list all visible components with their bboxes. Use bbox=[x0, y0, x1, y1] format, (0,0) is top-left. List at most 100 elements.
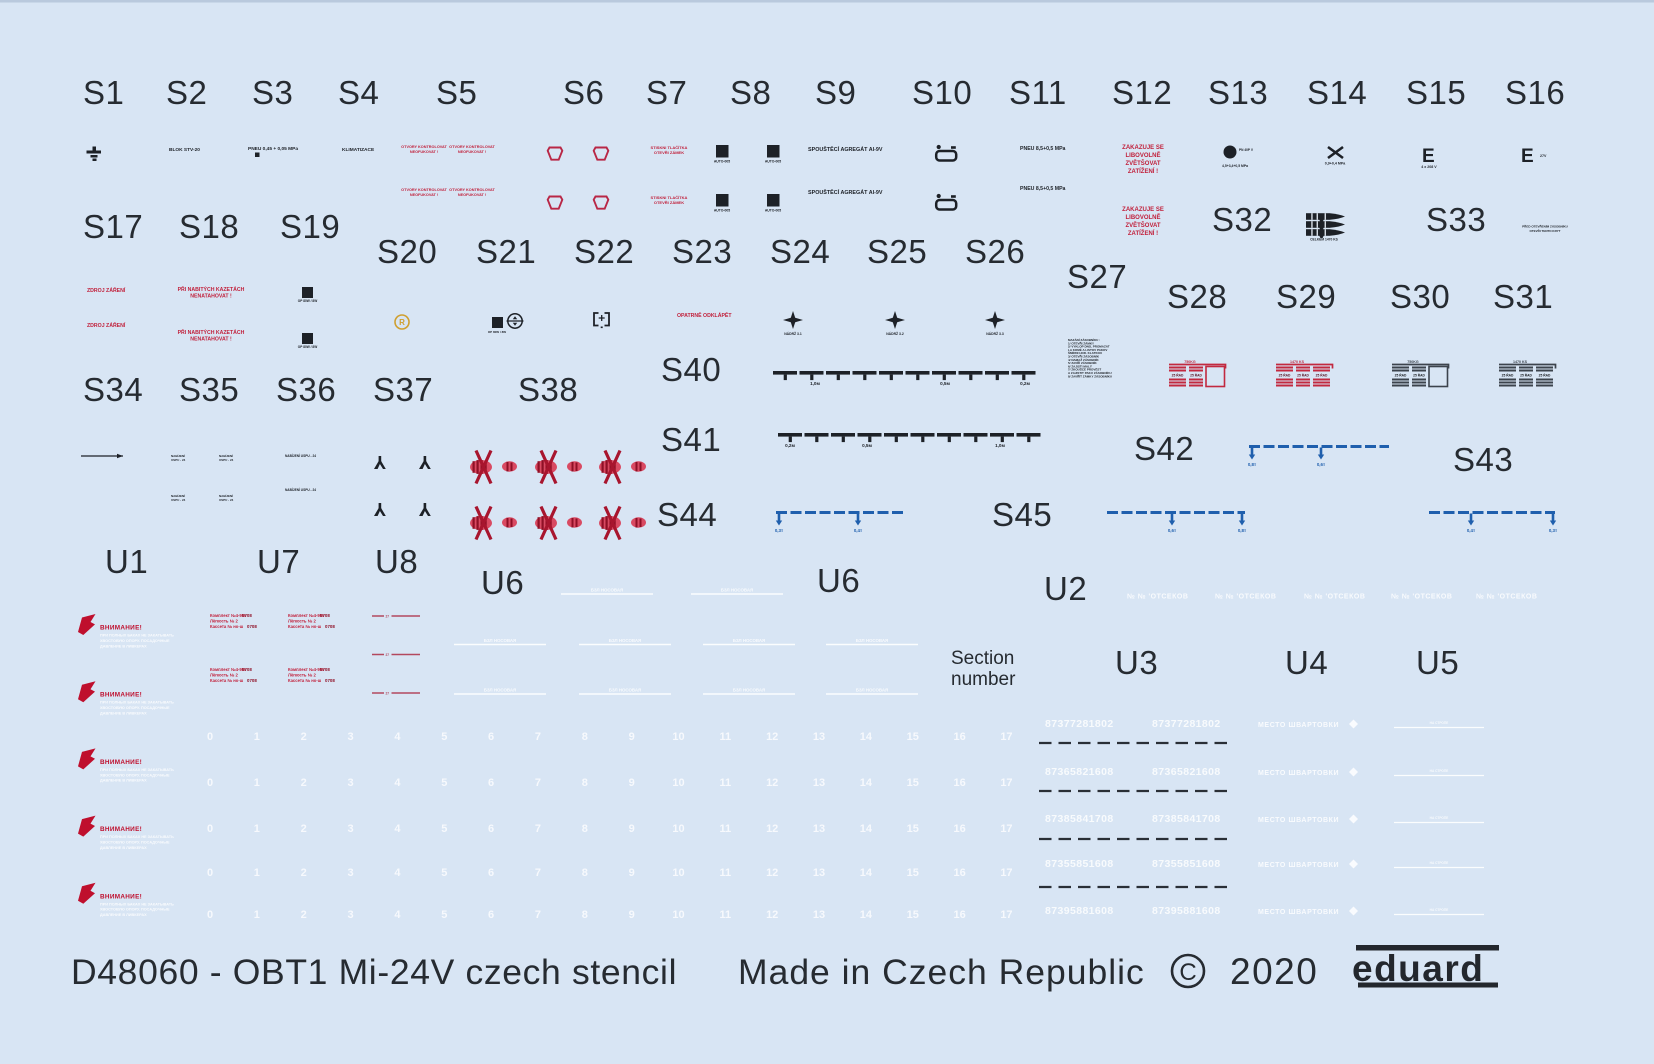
svg-text:16: 16 bbox=[953, 731, 965, 743]
svg-text:LIBOVOLNĚ: LIBOVOLNĚ bbox=[1125, 213, 1160, 221]
svg-text:S42: S42 bbox=[1134, 430, 1194, 467]
svg-text:2: 2 bbox=[301, 867, 307, 879]
svg-text:87365821608: 87365821608 bbox=[1152, 766, 1221, 778]
svg-text:6: 6 bbox=[488, 731, 494, 743]
svg-text:4: 4 bbox=[394, 731, 401, 743]
svg-text:ВНИМАНИЕ!: ВНИМАНИЕ! bbox=[100, 893, 142, 900]
svg-text:D48060 - OBT1 Mi-24V czech st: D48060 - OBT1 Mi-24V czech stencil bbox=[71, 952, 677, 992]
svg-text:0,6т: 0,6т bbox=[1317, 462, 1326, 467]
svg-text:1/ OTEVŘI ZÁMKY: 1/ OTEVŘI ZÁMKY bbox=[1068, 340, 1094, 345]
svg-text:9: 9 bbox=[629, 731, 635, 743]
svg-text:OP 80W / 8W: OP 80W / 8W bbox=[488, 330, 506, 334]
svg-text:Кассета № но-ш: Кассета № но-ш bbox=[288, 624, 322, 629]
svg-text:S1: S1 bbox=[83, 74, 124, 111]
svg-text:C: C bbox=[1179, 959, 1196, 986]
svg-text:4/ NAMAŽ ZÁSOBNÍK: 4/ NAMAŽ ZÁSOBNÍK bbox=[1068, 357, 1100, 362]
svg-text:25 ŘAD: 25 ŘAD bbox=[1539, 373, 1551, 378]
svg-text:S26: S26 bbox=[965, 233, 1025, 270]
svg-text:12: 12 bbox=[766, 823, 778, 835]
svg-text:NÁDRŽ 3.2: NÁDRŽ 3.2 bbox=[886, 331, 904, 336]
svg-text:S24: S24 bbox=[770, 233, 830, 270]
svg-text:НА СТРОПЕ: НА СТРОПЕ bbox=[1430, 721, 1449, 725]
svg-text:PNEU 8,5+0,5 MPa: PNEU 8,5+0,5 MPa bbox=[1020, 146, 1066, 152]
svg-text:Made in Czech Republic: Made in Czech Republic bbox=[738, 952, 1145, 992]
svg-text:number: number bbox=[951, 669, 1016, 690]
svg-text:0: 0 bbox=[207, 909, 213, 921]
svg-text:87395881608: 87395881608 bbox=[1152, 905, 1221, 917]
svg-text:ZAKAZUJE SE: ZAKAZUJE SE bbox=[1122, 145, 1164, 151]
svg-text:S15: S15 bbox=[1406, 74, 1466, 111]
svg-text:4,5+3,4+0,5 MPa: 4,5+3,4+0,5 MPa bbox=[1222, 164, 1248, 168]
svg-text:14: 14 bbox=[860, 823, 873, 835]
svg-text:9: 9 bbox=[629, 909, 635, 921]
svg-text:ZVĚTŠOVAT: ZVĚTŠOVAT bbox=[1125, 159, 1160, 167]
svg-text:8: 8 bbox=[582, 823, 588, 835]
svg-text:25 ŘAD: 25 ŘAD bbox=[1395, 373, 1407, 378]
svg-text:13: 13 bbox=[813, 731, 825, 743]
svg-text:МЕСТО ШВАРТОВКИ: МЕСТО ШВАРТОВКИ bbox=[1258, 817, 1339, 824]
svg-text:БЗЛ НОСОВАЯ: БЗЛ НОСОВАЯ bbox=[856, 688, 888, 693]
svg-text:S32: S32 bbox=[1212, 201, 1272, 238]
svg-text:0708: 0708 bbox=[247, 624, 257, 629]
svg-text:5: 5 bbox=[441, 777, 447, 789]
svg-text:NABÍJENÍ: NABÍJENÍ bbox=[219, 453, 233, 458]
svg-text:OTVORY KONTROLOVAT: OTVORY KONTROLOVAT bbox=[449, 145, 495, 149]
svg-text:3/ OTEVŘI ZÁSOBNÍK: 3/ OTEVŘI ZÁSOBNÍK bbox=[1068, 354, 1100, 359]
svg-text:11: 11 bbox=[720, 777, 732, 789]
svg-text:ВНИМАНИЕ!: ВНИМАНИЕ! bbox=[100, 826, 142, 833]
svg-text:БЗЛ НОСОВАЯ: БЗЛ НОСОВАЯ bbox=[591, 588, 623, 593]
svg-text:0,4т: 0,4т bbox=[854, 528, 863, 533]
svg-text:14: 14 bbox=[860, 909, 873, 921]
svg-text:11: 11 bbox=[720, 731, 732, 743]
svg-text:Комплект №4-955: Комплект №4-955 bbox=[210, 667, 247, 672]
svg-text:3: 3 bbox=[347, 823, 353, 835]
svg-text:USPU - 24: USPU - 24 bbox=[171, 458, 186, 462]
svg-text:БЗЛ НОСОВАЯ: БЗЛ НОСОВАЯ bbox=[733, 688, 765, 693]
svg-text:1: 1 bbox=[254, 823, 260, 835]
svg-text:4: 4 bbox=[394, 909, 401, 921]
svg-text:ПРИ ПОЛНЫХ БАКАХ НЕ ЗАКАТЫВАТЬ: ПРИ ПОЛНЫХ БАКАХ НЕ ЗАКАТЫВАТЬ bbox=[100, 835, 174, 839]
svg-text:NENATAHOVAT !: NENATAHOVAT ! bbox=[190, 337, 232, 343]
svg-text:S5: S5 bbox=[436, 74, 477, 111]
svg-text:БЗЛ НОСОВАЯ: БЗЛ НОСОВАЯ bbox=[856, 638, 888, 643]
svg-text:8: 8 bbox=[582, 731, 588, 743]
svg-text:PŘI NABITÝCH KAZETÁCH: PŘI NABITÝCH KAZETÁCH bbox=[178, 328, 245, 336]
svg-text:87377281802: 87377281802 bbox=[1045, 718, 1114, 730]
svg-text:PŘED OTEVŘENÍM ZÁSOBNÍKU: PŘED OTEVŘENÍM ZÁSOBNÍKU bbox=[1522, 224, 1568, 229]
svg-text:1: 1 bbox=[254, 909, 260, 921]
svg-text:ПРИ ПОЛНЫХ БАКАХ НЕ ЗАКАТЫВАТЬ: ПРИ ПОЛНЫХ БАКАХ НЕ ЗАКАТЫВАТЬ bbox=[100, 768, 174, 772]
svg-text:15: 15 bbox=[907, 823, 919, 835]
svg-text:0,4т: 0,4т bbox=[1467, 528, 1476, 533]
svg-text:NABÍJENÍ: NABÍJENÍ bbox=[219, 493, 233, 498]
svg-text:ZVĚTŠOVAT: ZVĚTŠOVAT bbox=[1125, 221, 1160, 229]
svg-text:7: 7 bbox=[535, 823, 541, 835]
svg-text:6: 6 bbox=[488, 777, 494, 789]
svg-text:3: 3 bbox=[347, 731, 353, 743]
svg-text:OTEVŘI TENTO KRYT: OTEVŘI TENTO KRYT bbox=[1529, 228, 1560, 233]
svg-text:ZATÍŽENÍ !: ZATÍŽENÍ ! bbox=[1128, 167, 1158, 175]
svg-text:1,0м: 1,0м bbox=[810, 381, 820, 386]
svg-text:0: 0 bbox=[207, 731, 213, 743]
svg-text:NENATAHOVAT !: NENATAHOVAT ! bbox=[190, 294, 232, 300]
svg-text:S38: S38 bbox=[518, 371, 578, 408]
svg-text:OTEVŘI ZÁMEK: OTEVŘI ZÁMEK bbox=[654, 150, 684, 155]
svg-text:0,3т: 0,3т bbox=[775, 528, 784, 533]
svg-text:14: 14 bbox=[860, 777, 873, 789]
svg-text:17: 17 bbox=[1000, 909, 1012, 921]
svg-text:10: 10 bbox=[672, 731, 684, 743]
svg-text:ДАВЛЕНИЕ В ЛИВКЕРАХ: ДАВЛЕНИЕ В ЛИВКЕРАХ bbox=[100, 846, 147, 850]
svg-text:12: 12 bbox=[766, 909, 778, 921]
svg-text:eduard: eduard bbox=[1352, 948, 1484, 989]
svg-text:S12: S12 bbox=[1112, 74, 1172, 111]
svg-text:USPU - 24: USPU - 24 bbox=[219, 458, 234, 462]
svg-text:4: 4 bbox=[394, 777, 401, 789]
svg-text:МЕСТО ШВАРТОВКИ: МЕСТО ШВАРТОВКИ bbox=[1258, 770, 1339, 777]
svg-text:E: E bbox=[1521, 146, 1534, 167]
svg-text:4: 4 bbox=[394, 867, 401, 879]
svg-text:ВНИМАНИЕ!: ВНИМАНИЕ! bbox=[100, 759, 142, 766]
svg-text:0,5м: 0,5м bbox=[862, 443, 872, 448]
svg-text:OTEVŘI ZÁMEK: OTEVŘI ZÁMEK bbox=[654, 200, 684, 205]
svg-text:NEOFUKOVAT !: NEOFUKOVAT ! bbox=[458, 193, 486, 197]
svg-text:BLOK STV-20: BLOK STV-20 bbox=[169, 147, 200, 153]
svg-text:S30: S30 bbox=[1390, 278, 1450, 315]
